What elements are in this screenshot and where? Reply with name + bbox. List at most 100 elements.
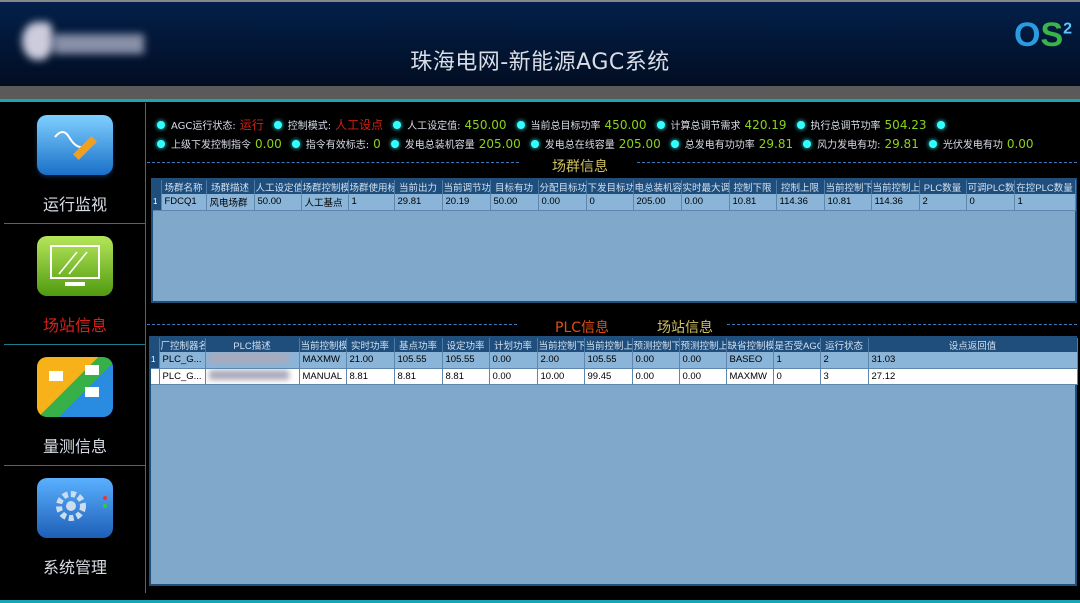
sidebar-item-measurement[interactable]: 量测信息 [4, 345, 145, 466]
table-cell[interactable]: 105.55 [394, 352, 443, 369]
table-cell[interactable]: 2.00 [537, 352, 585, 369]
table-cell[interactable]: 27.12 [868, 368, 1078, 385]
table-cell[interactable]: 8.81 [346, 368, 395, 385]
table-cell[interactable]: 99.45 [584, 368, 633, 385]
table-cell[interactable]: 0.00 [489, 352, 538, 369]
column-header[interactable]: 控制下限 [729, 180, 777, 194]
table-cell[interactable]: 0.00 [681, 194, 730, 211]
table-cell[interactable]: 2 [820, 352, 869, 369]
table-cell[interactable]: PLC_G... [159, 352, 206, 369]
table-cell[interactable]: 1 [773, 352, 821, 369]
table-cell[interactable]: 0 [773, 368, 821, 385]
table-cell[interactable]: 人工基点 [301, 194, 349, 211]
table-cell[interactable]: PLC_G... [159, 368, 206, 385]
table-cell[interactable]: 1 [348, 194, 395, 211]
table-cell[interactable]: 0.00 [679, 368, 727, 385]
column-header[interactable]: PLC描述 [205, 338, 300, 352]
table-cell[interactable]: 10.81 [729, 194, 777, 211]
table-cell[interactable]: MAXMW [299, 352, 347, 369]
table-cell[interactable]: 21.00 [346, 352, 395, 369]
table-cell[interactable]: 105.55 [442, 352, 490, 369]
table-cell[interactable]: BASEO [726, 352, 774, 369]
table-cell[interactable]: 0 [586, 194, 634, 211]
table-cell[interactable]: 205.00 [633, 194, 682, 211]
column-header[interactable]: 场群描述 [206, 180, 255, 194]
column-header[interactable]: 基点功率 [394, 338, 443, 352]
table-cell[interactable]: 10.00 [537, 368, 585, 385]
column-header[interactable]: 设点返回值 [868, 338, 1078, 352]
column-header[interactable]: 运行状态 [820, 338, 869, 352]
table-cell[interactable]: 20.19 [442, 194, 491, 211]
table-cell[interactable]: 0.00 [489, 368, 538, 385]
column-header[interactable]: 当前控制模式 [299, 338, 347, 352]
sidebar-item-system-admin[interactable]: 系统管理 [4, 466, 145, 587]
table-cell[interactable]: MAXMW [726, 368, 774, 385]
status-indicator-icon [157, 140, 165, 148]
column-header[interactable]: 当前调节功率 [442, 180, 491, 194]
table-cell[interactable]: 114.36 [871, 194, 920, 211]
table-cell[interactable]: 29.81 [394, 194, 443, 211]
table-cell[interactable]: MANUAL [299, 368, 347, 385]
table-cell[interactable]: 3 [820, 368, 869, 385]
column-header[interactable]: 场群使用标志 [348, 180, 395, 194]
table-cell[interactable]: 10.81 [824, 194, 872, 211]
column-header[interactable]: 控制上限 [776, 180, 825, 194]
wind-label: 风力发电有功: [803, 136, 880, 151]
column-header[interactable]: 目标有功 [490, 180, 539, 194]
column-header[interactable]: 计划功率 [489, 338, 538, 352]
sidebar-item-run-monitor[interactable]: 运行监视 [4, 103, 145, 224]
plc-table[interactable]: 厂控制器名PLC描述当前控制模式实时功率基点功率设定功率计划功率当前控制下限当前… [151, 338, 1078, 385]
column-header[interactable]: 可调PLC数 [966, 180, 1015, 194]
table-cell[interactable]: 50.00 [254, 194, 302, 211]
column-header[interactable]: 缺省控制模式 [726, 338, 774, 352]
table-cell[interactable]: 105.55 [584, 352, 633, 369]
table-row[interactable]: 1 PLC_G... MAXMW 21.00 105.55 105.55 0.00 2.00 1… [151, 352, 1078, 369]
cluster-table[interactable]: 场群名称场群描述人工设定值场群控制模式场群使用标志当前出力当前调节功率目标有功分… [153, 180, 1076, 211]
table-cell[interactable]: 8.81 [442, 368, 490, 385]
column-header[interactable]: 分配目标功率 [538, 180, 587, 194]
column-header[interactable]: 场群名称 [161, 180, 207, 194]
column-header[interactable]: 当前出力 [394, 180, 443, 194]
plc-description-cell[interactable] [205, 368, 300, 385]
table-cell[interactable]: 1 [1014, 194, 1076, 211]
table-row[interactable]: 2 PLC_G... MANUAL 8.81 8.81 8.81 0.00 10.00 99.4… [151, 368, 1078, 385]
table-cell[interactable]: 50.00 [490, 194, 539, 211]
column-header[interactable]: 是否受AGC控 [773, 338, 821, 352]
table-cell[interactable]: 0 [966, 194, 1015, 211]
table-cell[interactable]: 0.00 [632, 352, 680, 369]
pv: 光伏发电有功 0.00 [928, 136, 1034, 151]
column-header[interactable]: 设定功率 [442, 338, 490, 352]
table-cell[interactable]: 114.36 [776, 194, 825, 211]
table-row[interactable]: 1 FDCQ1 风电场群 50.00 人工基点 1 29.81 20.19 50.00 0.00 0… [153, 194, 1076, 211]
column-header[interactable]: 预测控制上限 [679, 338, 727, 352]
plc-description-cell[interactable] [205, 352, 300, 369]
column-header[interactable]: 下发目标功率 [586, 180, 634, 194]
column-header[interactable]: 实时功率 [346, 338, 395, 352]
table-cell[interactable]: FDCQ1 [161, 194, 207, 211]
upper-cmd-value: 0.00 [255, 136, 282, 151]
table-cell[interactable]: 2 [919, 194, 967, 211]
column-header[interactable]: 当前控制下限 [537, 338, 585, 352]
column-header[interactable]: 电总装机容量 [633, 180, 682, 194]
tab-station-info[interactable]: 场站信息 [657, 320, 713, 336]
column-header[interactable]: 当前控制上限 [871, 180, 920, 194]
column-header[interactable]: 在控PLC数量 [1014, 180, 1076, 194]
column-header[interactable]: 人工设定值 [254, 180, 302, 194]
column-header[interactable]: 当前控制下限 [824, 180, 872, 194]
column-header[interactable]: 场群控制模式 [301, 180, 349, 194]
os2-logo: OS2 [1014, 16, 1073, 54]
tab-plc-info[interactable]: PLC信息 [555, 320, 610, 336]
sidebar-item-station-info[interactable]: 场站信息 [4, 224, 145, 345]
column-header[interactable]: 厂控制器名 [159, 338, 206, 352]
column-header[interactable]: 实时最大调节 [681, 180, 730, 194]
column-header[interactable]: 当前控制上限 [584, 338, 633, 352]
table-cell[interactable]: 风电场群 [206, 194, 255, 211]
table-cell[interactable]: 0.00 [679, 352, 727, 369]
table-cell[interactable]: 0.00 [538, 194, 587, 211]
manual-set: 人工设定值: 450.00 [393, 117, 507, 132]
column-header[interactable]: 预测控制下限 [632, 338, 680, 352]
table-cell[interactable]: 0.00 [632, 368, 680, 385]
table-cell[interactable]: 31.03 [868, 352, 1078, 369]
column-header[interactable]: PLC数量 [919, 180, 967, 194]
table-cell[interactable]: 8.81 [394, 368, 443, 385]
